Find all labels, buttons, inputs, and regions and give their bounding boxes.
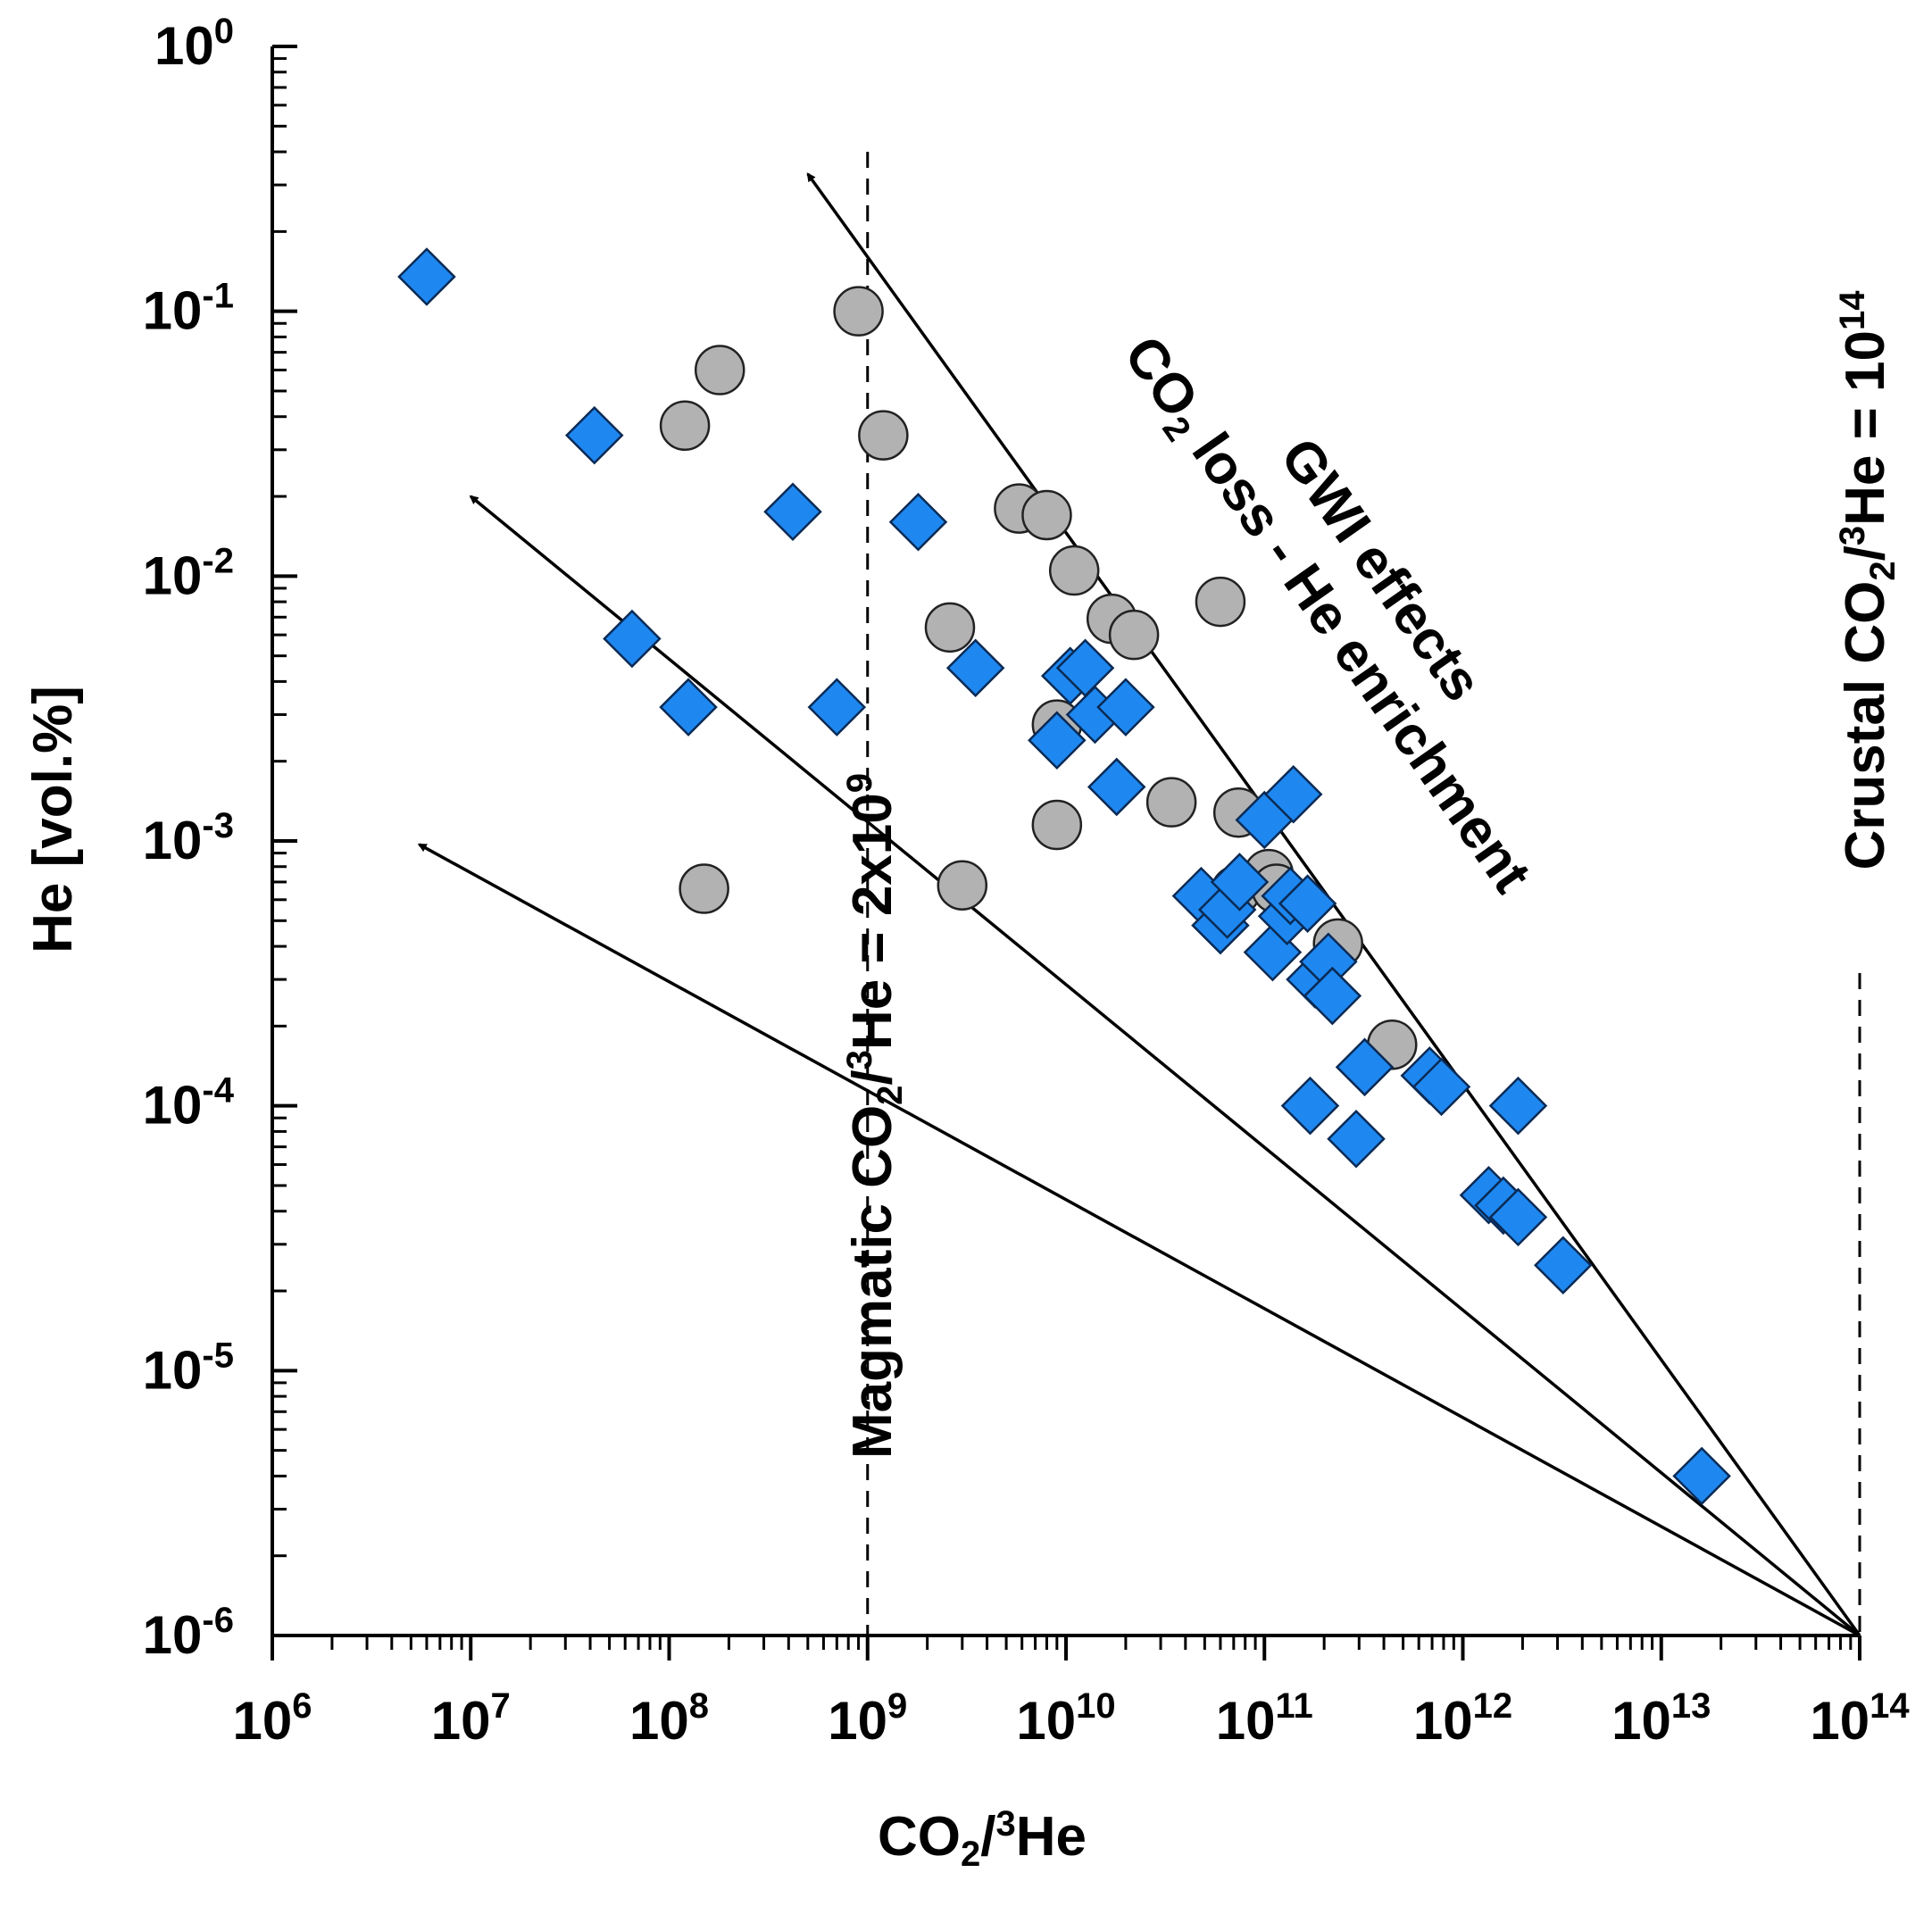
y-tick-label: 10-6 bbox=[143, 1601, 234, 1665]
x-axis-title: CO2/3He bbox=[878, 1804, 1087, 1874]
x-tick-label: 1013 bbox=[1611, 1686, 1711, 1751]
y-tick-label: 10-5 bbox=[143, 1336, 234, 1400]
x-tick-label: 108 bbox=[629, 1686, 709, 1751]
diamond-point bbox=[1327, 1109, 1386, 1169]
x-tick-label: 106 bbox=[233, 1686, 312, 1751]
y-tick-label: 100 bbox=[154, 12, 234, 76]
y-tick-label: 10-4 bbox=[143, 1071, 235, 1136]
x-tick-label: 1010 bbox=[1016, 1686, 1115, 1751]
x-tick-label: 1011 bbox=[1216, 1686, 1313, 1751]
trend-arrow-2 bbox=[469, 495, 1861, 1637]
circle-point bbox=[833, 286, 884, 337]
diamond-point bbox=[1087, 757, 1146, 817]
circle-point bbox=[937, 860, 988, 911]
diamond-point bbox=[1488, 1076, 1548, 1136]
circle-point bbox=[1145, 777, 1197, 828]
diamond-point bbox=[397, 247, 456, 306]
diamond-point bbox=[1210, 853, 1270, 911]
circle-point bbox=[1195, 576, 1246, 628]
diamond-point bbox=[1278, 874, 1337, 933]
diamond-point bbox=[888, 493, 948, 552]
diamond-point bbox=[763, 482, 822, 541]
x-tick-label: 1014 bbox=[1810, 1686, 1910, 1751]
data-points bbox=[397, 247, 1731, 1506]
circle-point bbox=[858, 410, 909, 461]
y-tick-labels: 10-6 10-5 10-4 10-3 10-2 10-1 100 bbox=[143, 12, 235, 1665]
diamond-point bbox=[1534, 1236, 1593, 1295]
magmatic-annotation: Magmatic CO2/3He = 2x109 bbox=[840, 773, 910, 1459]
circle-point bbox=[694, 345, 745, 395]
diamond-point bbox=[564, 405, 624, 465]
y-tick-label: 10-2 bbox=[143, 541, 234, 605]
y-tick-label: 10-3 bbox=[143, 806, 234, 870]
diamond-point bbox=[1672, 1446, 1731, 1506]
x-tick-label: 107 bbox=[431, 1686, 511, 1751]
diamond-point bbox=[1096, 678, 1155, 737]
diamond-point bbox=[807, 678, 867, 737]
trend-arrow-3 bbox=[417, 843, 1861, 1637]
diamond-point bbox=[1303, 966, 1362, 1026]
x-tick-label: 1012 bbox=[1413, 1686, 1512, 1751]
circle-point bbox=[1031, 799, 1083, 851]
diamond-point bbox=[1412, 1057, 1471, 1117]
diamond-point bbox=[603, 609, 662, 669]
diamond-point bbox=[1335, 1037, 1395, 1097]
x-tick-labels: 106 107 108 109 1010 1011 1012 1013 1014 bbox=[233, 1686, 1911, 1751]
circle-point bbox=[1048, 545, 1100, 596]
diamond-point bbox=[1028, 711, 1087, 770]
circle-point bbox=[659, 400, 711, 452]
circle-point bbox=[1021, 489, 1072, 541]
diamond-point bbox=[945, 638, 1005, 697]
diamond-point bbox=[1280, 1076, 1340, 1136]
x-tick-label: 109 bbox=[828, 1686, 907, 1751]
diamond-point bbox=[659, 678, 718, 737]
circle-point bbox=[924, 602, 976, 653]
y-axis-title: He [vol.%] bbox=[22, 686, 84, 953]
circle-point bbox=[679, 863, 729, 914]
axes bbox=[271, 45, 1861, 1660]
diamond-point bbox=[1263, 764, 1323, 824]
crustal-annotation: Crustal CO2/3He = 1014 bbox=[1833, 290, 1903, 870]
diamond-point bbox=[1488, 1187, 1548, 1247]
circle-point bbox=[1108, 609, 1160, 661]
y-tick-label: 10-1 bbox=[143, 277, 234, 341]
